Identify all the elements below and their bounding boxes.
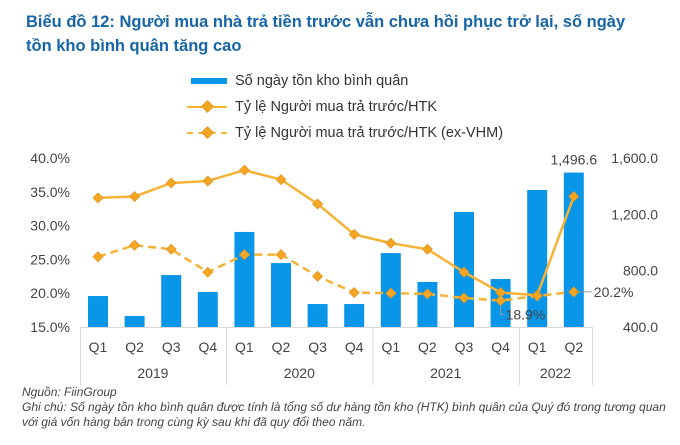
category-label: Q3	[308, 339, 327, 355]
data-label: 18.9%	[506, 307, 546, 323]
right-tick-label: 1,200.0	[611, 206, 658, 222]
category-label: Q2	[272, 339, 291, 355]
line-series-ex-vhm-marker	[275, 249, 287, 261]
line-series-htk-marker	[385, 237, 397, 249]
bar	[88, 296, 108, 327]
category-label: Q1	[235, 339, 254, 355]
line-series-htk-marker	[165, 177, 177, 189]
left-tick-label: 15.0%	[30, 319, 70, 335]
left-axis: 40.0% 35.0% 30.0% 25.0% 20.0% 15.0%	[30, 150, 70, 335]
line-series-htk	[97, 168, 575, 297]
category-label: Q3	[162, 339, 181, 355]
category-label: Q4	[345, 339, 364, 355]
bar	[161, 275, 182, 327]
left-tick-label: 35.0%	[30, 184, 70, 200]
legend-label: Tỷ lệ Người mua trả trước/HTK (ex-VHM)	[235, 125, 504, 141]
line-series-ex-vhm-marker	[421, 288, 433, 300]
legend-item-bar: Số ngày tồn kho bình quân	[187, 68, 503, 94]
category-label: Q2	[564, 339, 583, 355]
right-axis: 1,600.0 1,200.0 800.0 400.0	[611, 150, 658, 335]
left-tick-label: 20.0%	[30, 285, 70, 301]
line-series-htk-marker	[495, 287, 507, 299]
left-tick-label: 30.0%	[30, 218, 70, 234]
legend-dashed-swatch-icon	[187, 125, 227, 141]
line-series-ex-vhm-marker	[165, 243, 177, 255]
line-series-ex-vhm-marker	[568, 286, 580, 298]
line-series-htk-marker	[348, 228, 360, 240]
group-label: 2020	[284, 365, 315, 381]
bar	[344, 304, 365, 327]
bar	[234, 231, 255, 327]
line-series-ex-vhm-marker	[458, 292, 470, 304]
legend-item-dashed: Tỷ lệ Người mua trả trước/HTK (ex-VHM)	[187, 120, 503, 146]
annotations: 1,496.6 18.9% 20.2%	[500, 152, 634, 323]
line-series-ex-vhm-marker	[202, 266, 214, 278]
chart-title: Biểu đồ 12: Người mua nhà trả tiền trước…	[26, 13, 626, 55]
legend-label: Tỷ lệ Người mua trả trước/HTK	[235, 99, 437, 115]
legend-label: Số ngày tồn kho bình quân	[235, 73, 409, 89]
group-label: 2021	[430, 365, 461, 381]
bar-series	[88, 172, 584, 327]
line-series-ex-vhm-marker	[238, 249, 250, 261]
line-series-ex-vhm-marker	[92, 251, 104, 263]
chart-footer: Nguồn: FiinGroup Ghi chú: Số ngày tồn kh…	[22, 385, 672, 430]
line-series-ex-vhm-marker	[312, 270, 324, 282]
note-text: Ghi chú: Số ngày tồn kho bình quân được …	[22, 400, 666, 429]
line-series-ex-vhm-marker	[129, 239, 141, 251]
category-label: Q4	[198, 339, 217, 355]
line-series-ex-vhm-marker	[385, 287, 397, 299]
line-series-ex-vhm	[97, 243, 574, 302]
right-tick-label: 800.0	[623, 263, 658, 279]
line-series-htk-marker	[421, 243, 433, 255]
right-tick-label: 400.0	[623, 319, 658, 335]
legend-line-swatch-icon	[187, 99, 227, 115]
line-series-ex-vhm-marker	[495, 295, 507, 307]
line-series-htk-marker	[238, 164, 250, 176]
line-series-ex-vhm-marker	[531, 290, 543, 302]
category-label: Q3	[455, 339, 474, 355]
category-label: Q4	[491, 339, 510, 355]
bar	[197, 291, 218, 327]
line-series-htk-marker	[129, 191, 141, 203]
legend-item-line: Tỷ lệ Người mua trả trước/HTK	[187, 94, 503, 120]
legend-bar-swatch-icon	[187, 73, 227, 89]
right-tick-label: 1,600.0	[611, 150, 658, 166]
category-label: Q2	[125, 339, 144, 355]
category-label: Q2	[418, 339, 437, 355]
left-tick-label: 25.0%	[30, 251, 70, 267]
line-series-htk-marker	[568, 191, 580, 203]
chart-legend: Số ngày tồn kho bình quân Tỷ lệ Người mu…	[187, 68, 503, 146]
bar	[307, 304, 328, 327]
line-series-htk-marker	[92, 192, 104, 204]
bar	[124, 316, 145, 327]
line-series-htk-marker	[458, 266, 470, 278]
bar	[271, 263, 291, 327]
category-label: Q1	[528, 339, 547, 355]
category-label: Q1	[89, 339, 108, 355]
source-text: Nguồn: FiinGroup	[22, 385, 117, 399]
line-series-htk-marker	[312, 198, 324, 210]
data-label: 1,496.6	[550, 152, 597, 168]
data-label: 20.2%	[594, 284, 634, 300]
line-series	[92, 164, 580, 307]
line-series-htk-marker	[202, 175, 214, 187]
left-tick-label: 40.0%	[30, 150, 70, 166]
bar	[527, 189, 548, 327]
line-series-htk-marker	[275, 174, 287, 186]
category-label: Q1	[381, 339, 400, 355]
category-axis: Q1 Q2 Q3 Q4 Q1 Q2 Q3 Q4 Q1 Q2 Q3 Q4 Q1 Q2 2019 2020 2021…	[80, 327, 594, 385]
leader-line	[500, 304, 505, 316]
line-series-ex-vhm-marker	[348, 287, 360, 299]
group-label: 2019	[137, 365, 168, 381]
group-label: 2022	[540, 365, 571, 381]
